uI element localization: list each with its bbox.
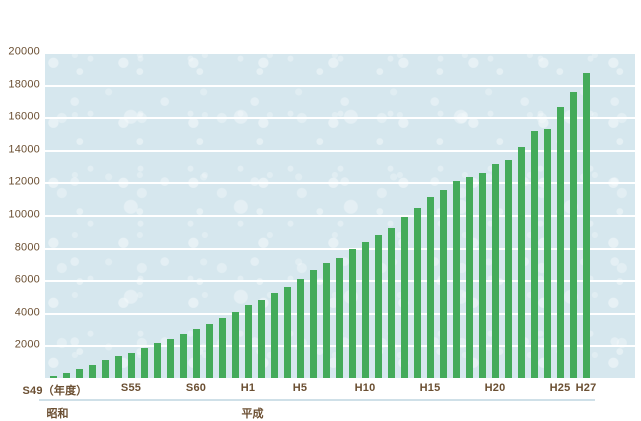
bar	[400, 216, 408, 378]
bar	[374, 235, 382, 378]
bar	[244, 305, 252, 378]
bar	[491, 163, 499, 378]
x-axis-tick-label: H1	[240, 382, 256, 394]
y-axis-tick-label: 16000	[8, 110, 40, 123]
gridline	[45, 84, 635, 87]
x-axis-tick-label: H20	[484, 382, 506, 394]
gridline	[45, 215, 635, 217]
y-axis-tick-label: 14000	[8, 143, 40, 156]
bar	[218, 317, 226, 378]
bar	[49, 375, 57, 378]
bar	[556, 106, 564, 378]
x-axis-tick-label: H27	[575, 382, 597, 394]
y-axis-labels: 20000 18000 16000 14000 12000 10000 8000 6000 40…	[0, 0, 43, 420]
era-label: 平成	[241, 408, 264, 420]
x-axis-tick-label: H25	[549, 382, 571, 394]
gridline	[45, 52, 635, 54]
bar	[478, 172, 486, 378]
era-band: 昭和 平成	[0, 399, 641, 420]
bar-series	[45, 52, 635, 378]
bar	[504, 159, 512, 378]
era-label: 昭和	[46, 408, 69, 420]
bar	[231, 311, 239, 378]
y-axis-tick-label: 8000	[14, 241, 40, 254]
x-axis-tick-label: H5	[292, 382, 308, 394]
gridline	[45, 247, 635, 250]
bar	[257, 299, 265, 378]
bar	[309, 270, 317, 378]
bar	[166, 338, 174, 378]
bar	[114, 356, 122, 378]
bar	[179, 333, 187, 378]
bar	[361, 241, 369, 378]
bar	[270, 293, 278, 378]
bar	[322, 263, 330, 378]
y-axis-tick-label: 10000	[8, 208, 40, 221]
bar	[413, 207, 421, 378]
bar	[348, 249, 356, 378]
bar	[75, 368, 83, 378]
y-axis-tick-label: 18000	[8, 78, 40, 91]
gridline	[45, 182, 635, 185]
x-axis-tick-label: H15	[419, 382, 441, 394]
x-axis-labels: S49（年度） S55 S60 H1 H5 H10 H15 H20 H25 H27	[0, 378, 641, 400]
bar	[569, 91, 577, 378]
x-axis-tick-label: H10	[354, 382, 376, 394]
x-axis-tick-label: S55	[120, 382, 142, 394]
bar	[387, 228, 395, 378]
y-axis-tick-label: 20000	[8, 45, 40, 58]
bar	[205, 323, 213, 378]
gridline	[45, 149, 635, 152]
bar	[426, 197, 434, 378]
bar	[517, 146, 525, 378]
bar	[543, 129, 551, 378]
x-axis-tick-label: S49（年度）	[22, 385, 88, 397]
plot-area	[45, 52, 635, 378]
bar	[439, 189, 447, 378]
bar	[88, 364, 96, 378]
y-axis-tick-label: 2000	[14, 338, 40, 351]
bar	[62, 372, 70, 378]
era-rule	[38, 399, 244, 401]
y-axis-tick-label: 4000	[14, 306, 40, 319]
bar	[101, 360, 109, 378]
bar	[192, 329, 200, 378]
bar	[127, 352, 135, 378]
bar	[140, 347, 148, 378]
era-segment: 昭和	[38, 399, 244, 420]
gridline	[45, 117, 635, 120]
x-axis-tick-label: S60	[185, 382, 207, 394]
bar	[283, 286, 291, 378]
era-segment: 平成	[233, 399, 595, 420]
bar	[530, 131, 538, 378]
era-rule	[233, 399, 595, 401]
bar	[452, 180, 460, 378]
bar	[582, 73, 590, 378]
bar	[153, 343, 161, 378]
y-axis-tick-label: 6000	[14, 273, 40, 286]
bar	[465, 176, 473, 378]
y-axis-tick-label: 12000	[8, 175, 40, 188]
bar	[296, 278, 304, 378]
bar	[335, 258, 343, 378]
